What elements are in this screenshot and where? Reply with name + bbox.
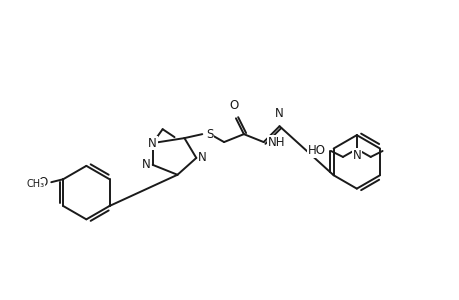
Text: HO: HO: [307, 144, 325, 157]
Text: N: N: [198, 152, 207, 164]
Text: N: N: [274, 107, 283, 120]
Text: N: N: [352, 149, 360, 162]
Text: S: S: [206, 128, 213, 141]
Text: O: O: [229, 99, 238, 112]
Text: N: N: [148, 136, 157, 150]
Text: CH₃: CH₃: [26, 179, 45, 189]
Text: N: N: [142, 158, 151, 171]
Text: O: O: [38, 176, 47, 189]
Text: NH: NH: [267, 136, 285, 148]
